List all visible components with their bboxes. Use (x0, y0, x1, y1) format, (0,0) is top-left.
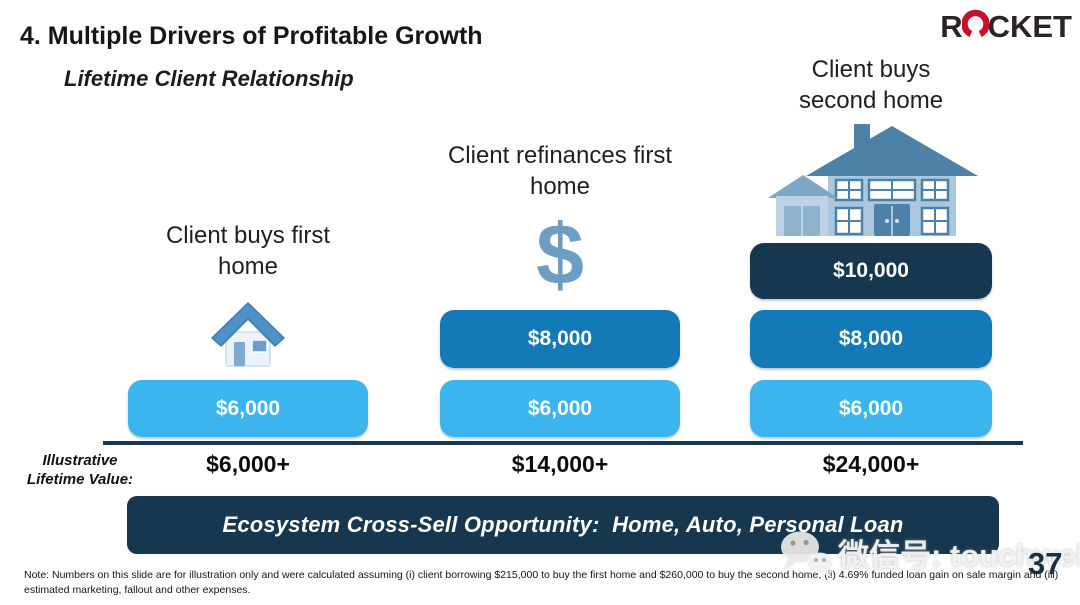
value-bar: $6,000 (440, 380, 680, 437)
lifetime-value-total-1: $6,000+ (206, 451, 290, 477)
lifetime-value-total-2: $14,000+ (511, 451, 609, 477)
value-bar: $8,000 (440, 310, 680, 368)
axis-baseline (103, 441, 1023, 445)
footnote: Note: Numbers on this slide are for illu… (24, 568, 1072, 598)
first-home-house-icon (206, 292, 290, 377)
watermark-text: 微信号: touchweb (838, 538, 1080, 573)
dollar-icon: $ (536, 207, 584, 303)
value-bar: $6,000 (128, 380, 368, 437)
second-home-house-icon (766, 118, 978, 245)
lifetime-value-total-3: $24,000+ (822, 451, 920, 477)
rocket-logo-o-icon (960, 8, 990, 47)
page-number: 37 (1028, 546, 1063, 581)
value-bar: $10,000 (750, 243, 992, 299)
rocket-logo: R CKET (940, 6, 1072, 47)
slide-subtitle: Lifetime Client Relationship (64, 66, 354, 91)
lifetime-value-label-line1: Illustrative (42, 452, 118, 469)
rocket-logo-text-left: R (940, 8, 963, 44)
column-1-header: Client buys first home (165, 222, 331, 281)
page-title: 4. Multiple Drivers of Profitable Growth (20, 22, 483, 50)
rocket-logo-text-right: CKET (987, 8, 1072, 44)
footnote-line1: Note: Numbers on this slide are for illu… (24, 569, 1059, 581)
cross-sell-banner: Ecosystem Cross-Sell Opportunity: Home, … (127, 496, 999, 554)
value-bar: $6,000 (750, 380, 992, 437)
footnote-line2: estimated marketing, fallout and other e… (24, 584, 251, 597)
column-3-header: Client buys second home (798, 56, 944, 115)
column-2-header: Client refinances first home (447, 142, 673, 201)
wechat-watermark: 微信号: touchweb (778, 528, 1080, 583)
wechat-icon (778, 528, 834, 583)
value-bar: $8,000 (750, 310, 992, 368)
lifetime-value-label-line2: Lifetime Value: (26, 470, 134, 488)
lifetime-value-label: Illustrative Lifetime Value: (16, 452, 144, 490)
